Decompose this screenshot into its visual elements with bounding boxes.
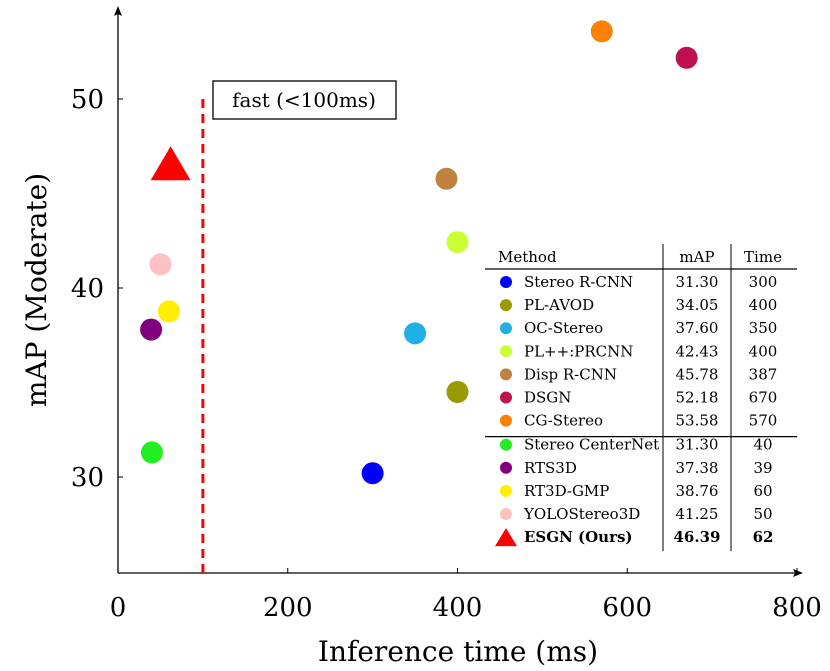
legend-time-pl-avod: 400 — [749, 296, 778, 314]
point-pl-prcnn — [446, 231, 469, 254]
legend-marker-yolostereo3d — [500, 508, 512, 520]
x-tick-label: 800 — [772, 593, 822, 623]
x-tick-label: 0 — [110, 593, 127, 623]
table-header-time: Time — [744, 248, 782, 266]
legend-map-dsgn: 52.18 — [676, 389, 719, 407]
point-dsgn — [675, 46, 698, 69]
legend-table: Method mAP Time Stereo R-CNN 31.30 300 PL-AVOD… — [485, 240, 797, 558]
data-points — [140, 20, 698, 485]
x-tick-label: 600 — [602, 593, 652, 623]
legend-map-cg-stereo: 53.58 — [676, 412, 719, 430]
legend-method-cg-stereo: CG-Stereo — [524, 412, 603, 430]
point-esgn-ours — [150, 146, 191, 181]
y-tick-label: 50 — [71, 85, 104, 115]
legend-time-dsgn: 670 — [749, 389, 778, 407]
legend-time-pl-prcnn: 400 — [749, 342, 778, 360]
legend-method-rt3d-gmp: RT3D-GMP — [524, 482, 609, 500]
threshold-group: fast (<100ms) — [201, 80, 397, 573]
legend-marker-pl-avod — [500, 299, 512, 312]
legend-method-rts3d: RTS3D — [524, 459, 577, 477]
point-oc-stereo — [404, 322, 427, 345]
y-tick-label: 40 — [71, 274, 104, 304]
legend-map-pl-avod: 34.05 — [676, 296, 719, 314]
point-rt3d-gmp — [157, 300, 180, 323]
legend-marker-stereo-centernet — [500, 438, 512, 451]
legend-marker-stereo-r-cnn — [500, 276, 512, 288]
legend-time-stereo-centernet: 40 — [753, 436, 772, 454]
threshold-label: fast (<100ms) — [232, 88, 376, 112]
legend-method-stereo-r-cnn: Stereo R-CNN — [524, 273, 633, 291]
legend-map-pl-prcnn: 42.43 — [676, 342, 719, 360]
point-cg-stereo — [590, 20, 613, 43]
point-pl-avod — [446, 380, 469, 403]
threshold-label-box — [212, 80, 397, 120]
legend-map-rt3d-gmp: 38.76 — [676, 482, 719, 500]
legend-time-rts3d: 39 — [753, 459, 772, 477]
y-axis-arrow — [114, 6, 122, 16]
point-stereo-centernet — [140, 441, 163, 464]
legend-time-disp-r-cnn: 387 — [749, 365, 778, 383]
legend-method-oc-stereo: OC-Stereo — [524, 319, 603, 337]
legend-time-esgn-ours: 62 — [753, 528, 774, 546]
legend-map-disp-r-cnn: 45.78 — [676, 365, 719, 383]
legend-map-yolostereo3d: 41.25 — [676, 505, 719, 523]
legend-method-pl-avod: PL-AVOD — [524, 296, 594, 314]
legend-map-stereo-centernet: 31.30 — [676, 436, 719, 454]
point-yolostereo3d — [149, 253, 172, 276]
legend-method-yolostereo3d: YOLOStereo3D — [523, 505, 640, 523]
legend-map-oc-stereo: 37.60 — [676, 319, 719, 337]
axes: 0 200 400 600 800 30 40 50 Inference time (ms) mA… — [20, 6, 822, 668]
legend-marker-dsgn — [500, 391, 512, 404]
legend-marker-cg-stereo — [500, 414, 512, 427]
legend-marker-rts3d — [500, 461, 512, 474]
table-header-method: Method — [498, 248, 557, 266]
legend-time-stereo-r-cnn: 300 — [749, 273, 778, 291]
legend-time-cg-stereo: 570 — [749, 412, 778, 430]
x-tick-label: 200 — [263, 593, 313, 623]
legend-marker-esgn-ours — [495, 528, 517, 547]
legend-marker-rt3d-gmp — [500, 484, 512, 497]
legend-marker-oc-stereo — [500, 322, 512, 335]
legend-method-esgn-ours: ESGN (Ours) — [524, 528, 633, 546]
y-axis-label: mAP (Moderate) — [20, 173, 53, 407]
legend-map-stereo-r-cnn: 31.30 — [676, 273, 719, 291]
point-disp-r-cnn — [435, 167, 458, 190]
x-tick-label: 400 — [433, 593, 483, 623]
legend-time-oc-stereo: 350 — [749, 319, 778, 337]
point-stereo-r-cnn — [361, 462, 384, 485]
table-header-map: mAP — [679, 248, 714, 266]
x-axis-arrow — [793, 569, 803, 577]
legend-map-esgn-ours: 46.39 — [674, 528, 721, 546]
legend-time-yolostereo3d: 50 — [753, 505, 772, 523]
legend-method-stereo-centernet: Stereo CenterNet — [524, 436, 659, 454]
x-axis-label: Inference time (ms) — [318, 635, 598, 668]
legend-time-rt3d-gmp: 60 — [753, 482, 772, 500]
legend-marker-pl-prcnn — [500, 345, 512, 358]
y-tick-label: 30 — [71, 463, 104, 493]
legend-method-dsgn: DSGN — [524, 389, 571, 407]
point-rts3d — [140, 318, 163, 341]
table-background — [485, 240, 797, 558]
legend-method-disp-r-cnn: Disp R-CNN — [524, 365, 617, 383]
legend-method-pl-prcnn: PL++:PRCNN — [524, 342, 633, 360]
legend-map-rts3d: 37.38 — [676, 459, 719, 477]
legend-marker-disp-r-cnn — [500, 368, 512, 381]
